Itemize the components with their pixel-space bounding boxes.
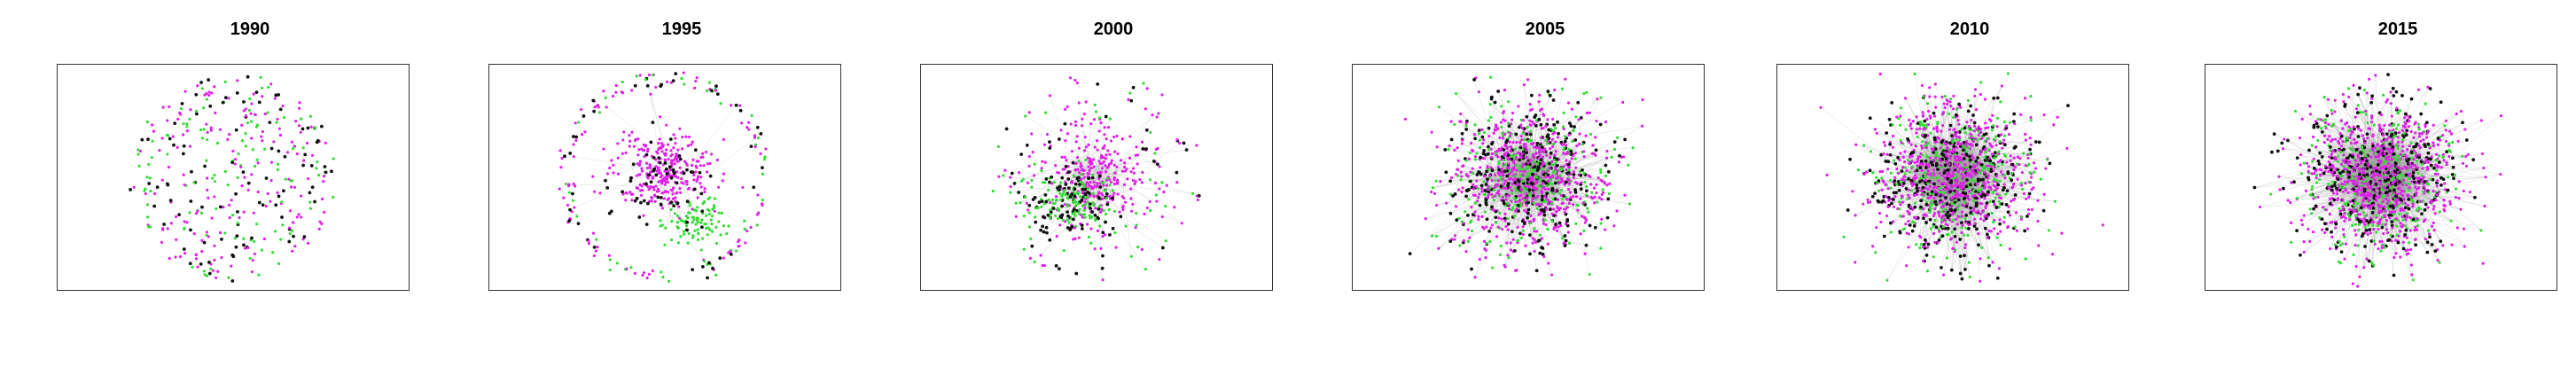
panel-title: 2005 bbox=[1525, 20, 1565, 39]
panel-2000: 2000 bbox=[899, 0, 1328, 383]
panel-1995: 1995 bbox=[467, 0, 896, 383]
panel-2015: 2015 bbox=[2183, 0, 2576, 383]
panel-title: 2010 bbox=[1949, 20, 1990, 39]
network-nodes bbox=[129, 74, 335, 283]
network-nodes bbox=[558, 71, 768, 283]
network-plot bbox=[488, 64, 841, 291]
panel-2010: 2010 bbox=[1755, 0, 2184, 383]
network-nodes bbox=[1819, 72, 2104, 283]
network-plot bbox=[1352, 64, 1705, 291]
network-plot bbox=[2205, 64, 2557, 291]
panel-title: 1995 bbox=[661, 20, 702, 39]
network-plot bbox=[57, 64, 410, 291]
network-nodes bbox=[2252, 73, 2503, 288]
panel-1990: 1990 bbox=[35, 0, 464, 383]
network-nodes bbox=[1403, 75, 1644, 279]
panel-2005: 2005 bbox=[1331, 0, 1760, 383]
network-plot bbox=[920, 64, 1273, 291]
panel-title: 2000 bbox=[1093, 20, 1134, 39]
panel-title: 1990 bbox=[230, 20, 270, 39]
network-plot bbox=[1776, 64, 2129, 291]
panel-title: 2015 bbox=[2377, 20, 2418, 39]
network-nodes bbox=[991, 76, 1201, 282]
